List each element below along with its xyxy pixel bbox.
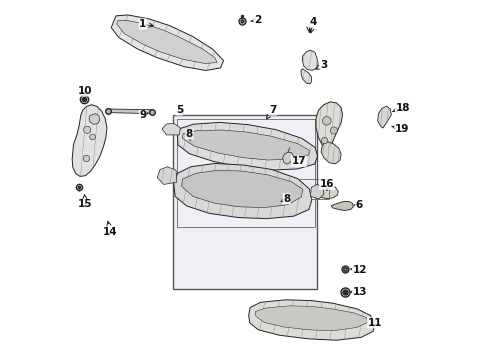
Text: 1: 1 [139, 19, 153, 29]
Circle shape [83, 155, 90, 162]
Circle shape [84, 126, 91, 134]
Polygon shape [283, 152, 294, 164]
Text: 17: 17 [292, 156, 306, 166]
Polygon shape [255, 306, 368, 330]
Text: 19: 19 [392, 124, 409, 134]
Polygon shape [316, 102, 343, 148]
Polygon shape [321, 141, 341, 164]
Text: 8: 8 [186, 129, 193, 140]
Text: 14: 14 [103, 221, 118, 237]
Text: 16: 16 [319, 179, 334, 190]
Circle shape [90, 134, 96, 140]
Text: 10: 10 [78, 86, 93, 96]
Text: 7: 7 [267, 105, 277, 119]
Polygon shape [111, 15, 223, 71]
Text: 6: 6 [354, 200, 363, 210]
Text: 12: 12 [351, 265, 367, 275]
Polygon shape [173, 163, 312, 219]
Polygon shape [182, 130, 309, 160]
Circle shape [322, 117, 331, 125]
Text: 2: 2 [251, 15, 261, 26]
Polygon shape [331, 202, 353, 211]
Bar [173, 116, 317, 289]
Text: 15: 15 [78, 195, 93, 210]
Circle shape [321, 137, 328, 144]
Polygon shape [72, 105, 107, 176]
Polygon shape [301, 69, 312, 84]
Bar [177, 119, 315, 226]
Circle shape [330, 127, 338, 134]
Polygon shape [106, 109, 153, 114]
Text: 8: 8 [281, 194, 290, 204]
Text: 13: 13 [351, 287, 367, 297]
Polygon shape [182, 170, 303, 208]
Text: 5: 5 [176, 105, 184, 116]
Polygon shape [248, 300, 375, 340]
Polygon shape [177, 122, 318, 170]
Polygon shape [157, 167, 177, 184]
Polygon shape [302, 50, 318, 70]
Polygon shape [313, 185, 338, 199]
Text: 4: 4 [310, 17, 317, 33]
Polygon shape [378, 106, 392, 128]
Polygon shape [310, 184, 324, 199]
Text: 3: 3 [316, 60, 327, 70]
Text: 9: 9 [139, 111, 148, 121]
Polygon shape [162, 123, 180, 135]
Polygon shape [89, 114, 100, 125]
Bar [299, 179, 329, 199]
Polygon shape [117, 20, 217, 63]
Text: 18: 18 [392, 103, 410, 113]
Text: 11: 11 [368, 318, 382, 328]
